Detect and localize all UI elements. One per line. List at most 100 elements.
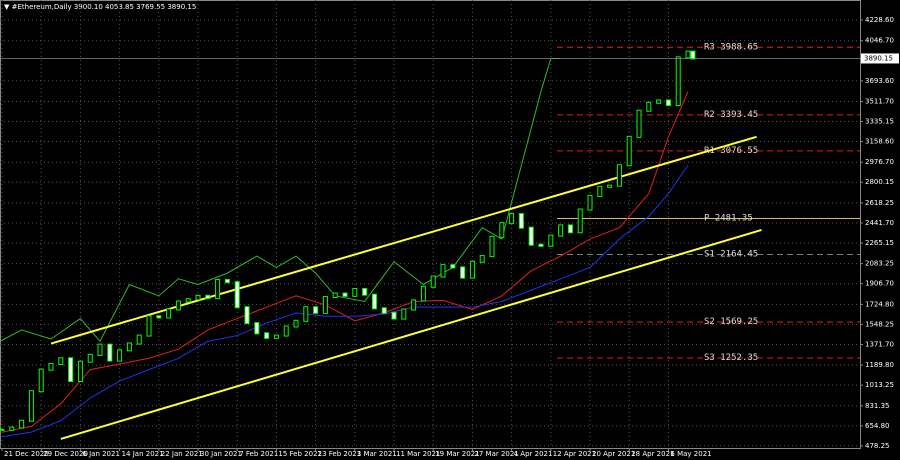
candle <box>332 292 338 298</box>
candle <box>469 260 475 279</box>
candle <box>215 278 221 300</box>
candle <box>156 315 162 319</box>
indicator-line <box>1 164 689 438</box>
candle <box>224 278 230 284</box>
pivot-value: 3988.65 <box>720 42 758 52</box>
y-tick-label: 2618.25 <box>865 199 894 207</box>
candle <box>322 295 328 314</box>
candle <box>411 299 417 311</box>
x-tick-label: 19 Mar 2021 <box>435 450 479 458</box>
candle <box>558 224 564 237</box>
candle <box>538 243 544 247</box>
candle <box>607 184 613 188</box>
pivot-label: S3 1252.35 <box>704 353 758 363</box>
candle <box>185 298 191 303</box>
x-tick-label: 29 Dec 2020 <box>43 450 88 458</box>
pivot-label: R2 3393.45 <box>704 109 758 119</box>
y-tick-label: 2800.15 <box>865 178 894 186</box>
candle <box>352 288 358 297</box>
candle <box>690 50 696 60</box>
x-tick-label: 3 Mar 2021 <box>357 450 397 458</box>
x-tick-label: 21 Dec 2020 <box>4 450 49 458</box>
candle <box>117 349 123 362</box>
pivot-name: R2 <box>704 109 715 119</box>
y-tick-label: 2083.25 <box>865 260 894 268</box>
x-tick-label: 20 Apr 2021 <box>592 450 635 458</box>
pivot-value: 3393.45 <box>720 109 758 119</box>
candle <box>77 360 83 382</box>
candle <box>28 390 34 422</box>
candle <box>626 135 632 167</box>
x-tick-label: 30 Jan 2021 <box>200 450 242 458</box>
y-tick-label: 654.80 <box>865 422 890 430</box>
candle <box>48 362 54 371</box>
plot-frame <box>0 0 861 449</box>
candle <box>283 325 289 337</box>
candle <box>430 275 436 288</box>
candle <box>685 50 691 59</box>
candle <box>665 99 671 107</box>
pivot-label: P 2481.35 <box>704 213 753 223</box>
candle <box>19 419 25 429</box>
pivot-label: S1 2164.45 <box>704 249 758 259</box>
candle <box>303 306 309 322</box>
y-tick-label: 2976.70 <box>865 158 894 166</box>
candle <box>68 357 74 382</box>
candle <box>656 99 662 104</box>
chart-header: ▼ #Ethereum,Daily 3900.10 4053.85 3769.5… <box>4 3 196 11</box>
candle <box>0 428 5 431</box>
candle <box>616 164 622 187</box>
candle <box>548 234 554 247</box>
y-tick-label: 1013.25 <box>865 381 894 389</box>
candle <box>136 334 142 345</box>
pivot-name: S2 <box>704 317 715 327</box>
pivot-label: S2 1569.25 <box>704 317 758 327</box>
candle <box>391 311 397 320</box>
indicator-line <box>1 91 689 433</box>
x-tick-label: 15 Feb 2021 <box>278 450 322 458</box>
candle <box>587 194 593 211</box>
candle <box>675 56 681 107</box>
pivot-value: 1252.35 <box>720 353 758 363</box>
x-tick-label: 14 Jan 2021 <box>122 450 164 458</box>
candle <box>58 357 64 365</box>
candle <box>499 222 505 238</box>
candle <box>518 213 524 229</box>
pivot-value: 2481.35 <box>715 213 753 223</box>
candle <box>293 319 299 328</box>
x-tick-label: 27 Mar 2021 <box>474 450 518 458</box>
candle <box>254 322 260 335</box>
x-tick-label: 6 May 2021 <box>670 450 711 458</box>
pivot-name: S3 <box>704 353 715 363</box>
candle <box>313 306 319 314</box>
y-tick-label: 831.35 <box>865 402 890 410</box>
pivot-value: 3076.55 <box>720 145 758 155</box>
candle <box>244 306 250 325</box>
candle <box>97 343 103 356</box>
y-tick-label: 3511.70 <box>865 97 894 105</box>
candle <box>362 288 368 296</box>
candle <box>479 255 485 263</box>
candle <box>195 294 201 301</box>
candle <box>577 208 583 234</box>
candle <box>381 307 387 314</box>
candle <box>567 224 573 234</box>
current-price-label: 3890.15 <box>864 54 893 62</box>
candle <box>401 308 407 320</box>
x-tick-label: 23 Feb 2021 <box>318 450 362 458</box>
candle <box>636 109 642 138</box>
y-tick-label: 4046.70 <box>865 37 894 45</box>
y-tick-label: 4228.60 <box>865 16 894 24</box>
y-tick-label: 3693.60 <box>865 77 894 85</box>
x-tick-label: 7 Feb 2021 <box>239 450 278 458</box>
candle <box>420 285 426 302</box>
candle <box>9 426 15 431</box>
candle <box>87 353 93 363</box>
candle <box>597 185 603 197</box>
y-tick-label: 478.25 <box>865 442 890 450</box>
current-price-box <box>861 53 899 64</box>
indicator-line <box>0 57 561 343</box>
candle <box>371 293 377 310</box>
candle <box>509 213 515 225</box>
